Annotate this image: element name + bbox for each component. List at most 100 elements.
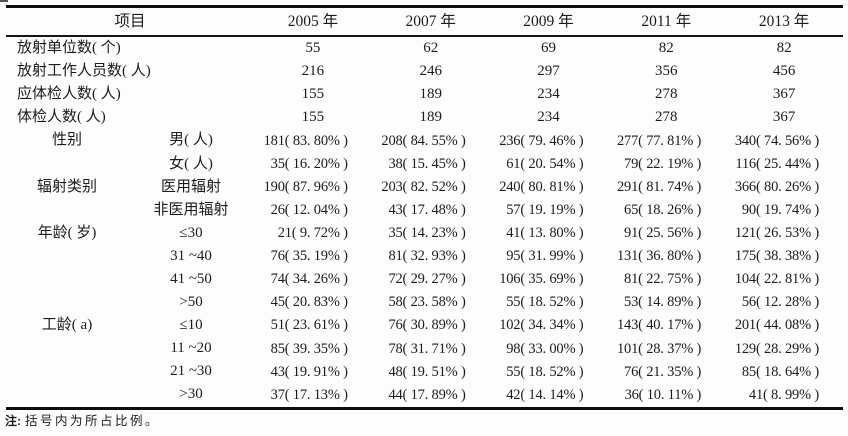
value-cell: 35( 16. 20% ) [270,155,348,172]
value-cell: 53( 14. 89% ) [624,294,702,311]
table-row-medical-radiation: 辐射类别 医用辐射 190( 87. 96% ) 203( 82. 52% ) … [6,176,843,199]
sub-label: 41 ~50 [170,270,212,287]
footnote: 注: 括号内为所占比例。 [5,413,160,430]
value-cell: 175( 38. 38% ) [734,248,819,265]
value-cell: 55( 18. 52% ) [506,294,584,311]
value-cell: 155 [301,109,325,126]
value-cell: 208( 84. 55% ) [381,132,466,149]
value-cell: 234 [537,109,560,126]
value-cell: 121( 26. 53% ) [734,225,819,242]
value-cell: 340( 74. 56% ) [734,132,819,149]
value-cell: 98( 33. 00% ) [506,340,584,357]
value-cell: 37( 17. 13% ) [270,386,348,403]
row-label: 放射工作人员数( 人) [17,63,151,80]
value-cell: 366( 80. 26% ) [734,178,819,195]
value-cell: 240( 80. 81% ) [499,178,584,195]
value-cell: 91( 25. 56% ) [624,225,702,242]
category-label: 工龄( a) [41,317,93,334]
value-cell: 85( 18. 64% ) [741,363,819,380]
table-row-age-41-50: 41 ~50 74( 34. 26% ) 72( 29. 27% ) 106( … [6,268,843,291]
value-cell: 79( 22. 19% ) [624,155,702,172]
value-cell: 44( 17. 89% ) [388,386,466,403]
table-row-service-gt30: >30 37( 17. 13% ) 44( 17. 89% ) 42( 14. … [6,383,843,406]
table-top-rule [6,5,843,8]
value-cell: 129( 28. 29% ) [734,340,819,357]
value-cell: 45( 20. 83% ) [270,294,348,311]
value-cell: 76( 35. 19% ) [270,248,348,265]
table-row-radiation-workers: 放射工作人员数( 人) 216 246 297 356 456 [6,60,843,83]
sub-label: >30 [179,386,203,403]
footnote-text: 括号内为所占比例。 [25,414,161,428]
header-year-2013: 2013 年 [758,12,810,30]
row-label: 放射单位数( 个) [17,40,121,57]
value-cell: 65( 18. 26% ) [624,201,702,218]
sub-label: ≤30 [179,224,203,241]
sub-label: >50 [179,294,203,311]
value-cell: 57( 19. 19% ) [506,201,584,218]
value-cell: 234 [537,86,560,103]
value-cell: 203( 82. 52% ) [381,178,466,195]
value-cell: 41( 13. 80% ) [506,225,584,242]
value-cell: 36( 10. 11% ) [624,386,702,403]
value-cell: 181( 83. 80% ) [263,132,348,149]
value-cell: 43( 19. 91% ) [270,363,348,380]
table-row-service-11-20: 11 ~20 85( 39. 35% ) 78( 31. 71% ) 98( 3… [6,337,843,360]
value-cell: 81( 22. 75% ) [624,271,702,288]
value-cell: 143( 40. 17% ) [617,317,702,334]
value-cell: 62 [423,40,439,57]
sub-label: 11 ~20 [170,340,212,357]
value-cell: 76( 21. 35% ) [624,363,702,380]
value-cell: 367 [772,109,796,126]
header-year-2005: 2005 年 [287,12,339,30]
value-cell: 72( 29. 27% ) [388,271,466,288]
value-cell: 41( 8. 99% ) [748,386,819,403]
header-year-2011: 2011 年 [641,12,692,30]
table-header-row: 项目 2005 年 2007 年 2009 年 2011 年 2013 年 [6,8,843,35]
value-cell: 51( 23. 61% ) [270,317,348,334]
value-cell: 78( 31. 71% ) [388,340,466,357]
value-cell: 58( 23. 58% ) [388,294,466,311]
sub-label: 非医用辐射 [153,201,229,218]
value-cell: 43( 17. 48% ) [388,201,466,218]
category-label: 辐射类别 [36,178,97,195]
value-cell: 26( 12. 04% ) [270,201,348,218]
value-cell: 104( 22. 81% ) [734,271,819,288]
value-cell: 291( 81. 74% ) [617,178,702,195]
value-cell: 277( 77. 81% ) [617,132,702,149]
value-cell: 81( 32. 93% ) [388,248,466,265]
value-cell: 216 [301,63,325,80]
table-row-service-le10: 工龄( a) ≤10 51( 23. 61% ) 76( 30. 89% ) 1… [6,314,843,337]
value-cell: 35( 14. 23% ) [388,225,466,242]
table-row-gender-male: 性别 男( 人) 181( 83. 80% ) 208( 84. 55% ) 2… [6,129,843,152]
value-cell: 85( 39. 35% ) [270,340,348,357]
value-cell: 38( 15. 45% ) [388,155,466,172]
row-label: 应体检人数( 人) [17,86,121,103]
value-cell: 55( 18. 52% ) [506,363,584,380]
table-header-rule [6,35,843,37]
table-row-age-gt50: >50 45( 20. 83% ) 58( 23. 58% ) 55( 18. … [6,291,843,314]
value-cell: 278 [655,109,678,126]
value-cell: 246 [419,63,442,80]
value-cell: 155 [301,86,325,103]
value-cell: 69 [540,40,556,57]
scan-artifact [0,0,8,2]
value-cell: 82 [658,40,674,57]
value-cell: 106( 35. 69% ) [499,271,584,288]
statistics-table: 项目 2005 年 2007 年 2009 年 2011 年 2013 年 放射… [6,5,843,410]
value-cell: 95( 31. 99% ) [506,248,584,265]
table-row-radiation-units: 放射单位数( 个) 55 62 69 82 82 [6,37,843,60]
sub-label: 31 ~40 [170,247,212,264]
value-cell: 61( 20. 54% ) [506,155,584,172]
value-cell: 116( 25. 44% ) [735,155,819,172]
table-row-age-31-40: 31 ~40 76( 35. 19% ) 81( 32. 93% ) 95( 3… [6,245,843,268]
table-row-gender-female: 女( 人) 35( 16. 20% ) 38( 15. 45% ) 61( 20… [6,152,843,175]
header-year-2009: 2009 年 [523,12,574,30]
value-cell: 82 [776,40,792,57]
category-label: 年龄( 岁) [37,224,97,241]
category-label: 性别 [51,132,82,149]
value-cell: 201( 44. 08% ) [734,317,819,334]
table-row-nonmedical-radiation: 非医用辐射 26( 12. 04% ) 43( 17. 48% ) 57( 19… [6,199,843,222]
value-cell: 42( 14. 14% ) [506,386,584,403]
table-bottom-rule [6,406,843,410]
value-cell: 48( 19. 51% ) [388,363,466,380]
